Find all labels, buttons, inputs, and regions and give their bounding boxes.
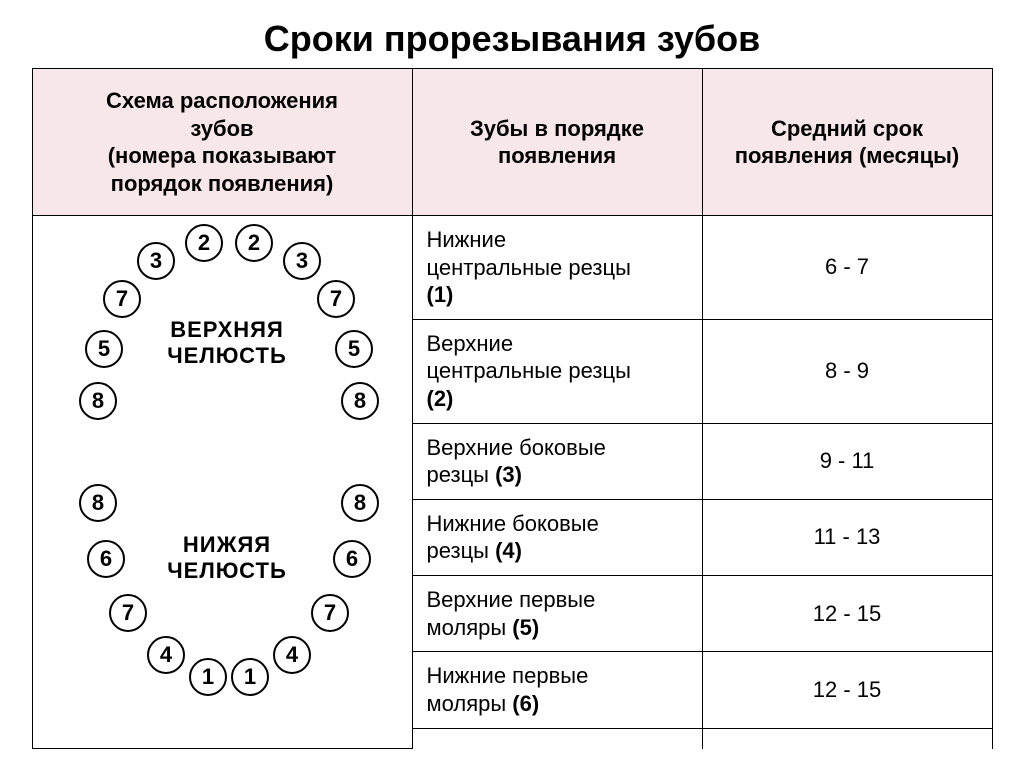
tooth-circle: 8	[341, 382, 379, 420]
tooth-timing-cell: 8 - 9	[702, 319, 992, 423]
upper-jaw-label: ВЕРХНЯЯ ЧЕЛЮСТЬ	[137, 317, 317, 370]
tooth-name-cell: Нижние первые моляры (6)	[412, 652, 702, 728]
tooth-circle: 6	[87, 540, 125, 578]
table-row: ВЕРХНЯЯ ЧЕЛЮСТЬ НИЖЯЯ ЧЕЛЮСТЬ 2233775588…	[32, 216, 992, 320]
tooth-timing-cell: 11 - 13	[702, 499, 992, 575]
teeth-table: Схема расположения зубов (номера показыв…	[32, 68, 993, 749]
tooth-circle: 7	[109, 594, 147, 632]
header-timing: Средний срок появления (месяцы)	[702, 69, 992, 216]
tooth-circle: 6	[333, 540, 371, 578]
header-diagram: Схема расположения зубов (номера показыв…	[32, 69, 412, 216]
tooth-circle: 4	[147, 636, 185, 674]
table-header-row: Схема расположения зубов (номера показыв…	[32, 69, 992, 216]
tooth-timing-cell: 9 - 11	[702, 423, 992, 499]
tooth-name-cell: Нижние центральные резцы (1)	[412, 216, 702, 320]
jaw-diagram-cell: ВЕРХНЯЯ ЧЕЛЮСТЬ НИЖЯЯ ЧЕЛЮСТЬ 2233775588…	[32, 216, 412, 749]
tooth-name-cell: Верхние боковые резцы (3)	[412, 423, 702, 499]
tooth-timing-cell: 12 - 15	[702, 652, 992, 728]
tooth-circle: 5	[85, 330, 123, 368]
tooth-circle: 8	[79, 484, 117, 522]
tooth-timing-cell: 6 - 7	[702, 216, 992, 320]
tooth-name-cell: Верхние первые моляры (5)	[412, 576, 702, 652]
page-title: Сроки прорезывания зубов	[0, 0, 1024, 68]
jaw-diagram: ВЕРХНЯЯ ЧЕЛЮСТЬ НИЖЯЯ ЧЕЛЮСТЬ 2233775588…	[37, 222, 407, 742]
tooth-circle: 7	[317, 280, 355, 318]
lower-jaw-label: НИЖЯЯ ЧЕЛЮСТЬ	[137, 532, 317, 585]
tooth-circle: 5	[335, 330, 373, 368]
tooth-circle: 2	[185, 224, 223, 262]
tooth-timing-cell: 12 - 15	[702, 576, 992, 652]
tooth-circle: 2	[235, 224, 273, 262]
tooth-circle: 1	[189, 658, 227, 696]
tooth-name-cell	[412, 728, 702, 749]
tooth-circle: 3	[137, 242, 175, 280]
tooth-circle: 4	[273, 636, 311, 674]
tooth-name-cell: Нижние боковые резцы (4)	[412, 499, 702, 575]
tooth-circle: 3	[283, 242, 321, 280]
tooth-circle: 7	[311, 594, 349, 632]
header-order: Зубы в порядке появления	[412, 69, 702, 216]
tooth-circle: 8	[341, 484, 379, 522]
tooth-circle: 7	[103, 280, 141, 318]
tooth-timing-cell	[702, 728, 992, 749]
tooth-name-cell: Верхние центральные резцы (2)	[412, 319, 702, 423]
tooth-circle: 1	[231, 658, 269, 696]
tooth-circle: 8	[79, 382, 117, 420]
